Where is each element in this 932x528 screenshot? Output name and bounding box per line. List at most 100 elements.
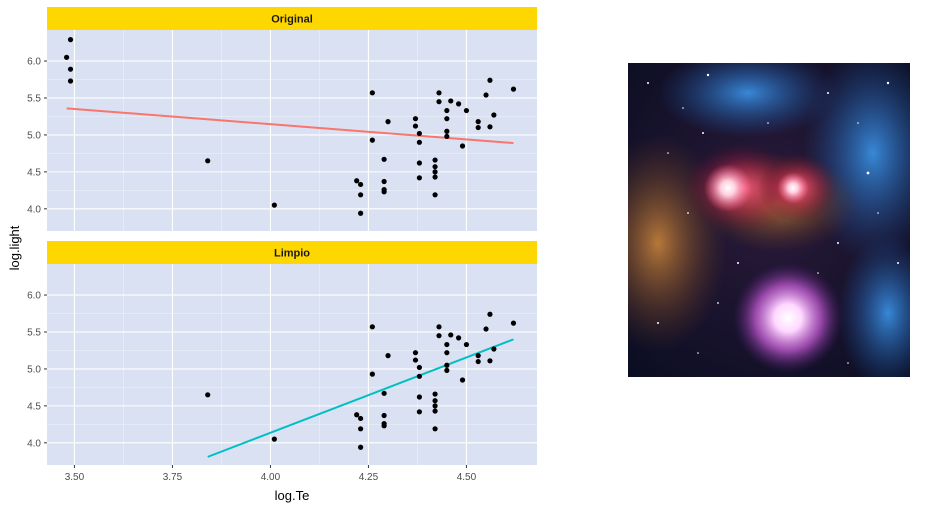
data-point [358, 210, 364, 216]
data-point [510, 320, 517, 326]
y-tick-label: 4.5 [27, 167, 41, 178]
data-point [510, 86, 517, 92]
data-point [416, 373, 422, 379]
data-point [432, 391, 438, 397]
data-point [475, 119, 481, 125]
data-point [487, 311, 493, 317]
data-point [432, 192, 438, 198]
data-point [475, 358, 481, 365]
data-point [64, 54, 70, 60]
y-tick-label: 6.0 [27, 57, 41, 68]
data-point [358, 181, 364, 188]
data-point [381, 423, 387, 429]
y-tick-label: 4.5 [27, 401, 41, 412]
data-point [487, 124, 493, 130]
data-point [369, 324, 375, 330]
data-point [448, 98, 454, 104]
panel-background [47, 30, 537, 231]
data-point [444, 107, 450, 114]
data-point [369, 371, 375, 377]
data-point [432, 157, 438, 163]
data-point [381, 189, 387, 195]
data-point [358, 192, 364, 198]
y-tick-label: 5.0 [27, 130, 41, 141]
data-point [416, 175, 422, 181]
data-point [381, 156, 387, 162]
data-point [436, 99, 442, 105]
data-point [459, 377, 466, 383]
data-point [369, 90, 375, 96]
panel-original: Original 4.0 4.5 5.0 5.5 6.0 [27, 7, 537, 231]
data-point [444, 116, 450, 122]
data-point [432, 403, 438, 409]
data-point [416, 409, 422, 415]
data-point [444, 128, 450, 134]
data-point [444, 367, 450, 374]
data-point [463, 341, 470, 348]
data-point [358, 444, 364, 450]
data-point [416, 394, 422, 400]
y-tick-label: 5.5 [27, 93, 41, 104]
data-point [475, 124, 481, 131]
x-tick-label: 3.50 [65, 472, 85, 483]
panel-background [47, 264, 537, 465]
data-point [491, 112, 497, 118]
data-point [444, 341, 450, 348]
y-tick-label: 4.0 [27, 204, 41, 215]
data-point [432, 398, 438, 404]
x-axis: 3.50 3.75 4.00 4.25 4.50 [65, 465, 477, 483]
strip-background [47, 7, 537, 30]
data-point [416, 160, 422, 166]
strip-label: Original [271, 14, 313, 26]
data-point [463, 107, 470, 114]
data-point [444, 350, 450, 356]
data-point [381, 390, 387, 396]
data-point [271, 202, 277, 208]
data-point [444, 133, 450, 140]
data-point [354, 178, 360, 184]
x-tick-label: 4.25 [359, 472, 379, 483]
data-point [354, 412, 360, 418]
fit-line [66, 107, 514, 145]
data-point [436, 333, 442, 339]
data-point [491, 346, 497, 352]
data-point [381, 412, 387, 419]
data-point [456, 335, 462, 341]
strip-background [47, 241, 537, 264]
panel-limpio: Limpio 4.0 4.5 5.0 5.5 6.0 [27, 241, 537, 465]
data-point [483, 326, 489, 332]
x-axis-title: log.Te [275, 488, 310, 503]
data-point [487, 77, 493, 83]
x-tick-label: 4.00 [261, 472, 281, 483]
fit-line [207, 338, 514, 458]
data-point [432, 164, 438, 170]
data-point [67, 78, 74, 84]
data-point [358, 426, 364, 432]
y-tick-label: 5.0 [27, 364, 41, 375]
data-point [432, 169, 438, 175]
data-point [205, 392, 211, 398]
data-point [67, 37, 74, 43]
data-point [385, 119, 391, 125]
y-tick-label: 6.0 [27, 291, 41, 302]
data-point [381, 178, 387, 185]
data-point [444, 362, 450, 368]
data-point [67, 66, 74, 72]
data-point [432, 408, 438, 414]
data-point [412, 123, 419, 129]
data-point [475, 353, 481, 359]
data-point [271, 436, 277, 442]
data-point [416, 130, 422, 137]
data-point [436, 90, 442, 96]
y-tick-label: 4.0 [27, 438, 41, 449]
data-point [459, 143, 466, 149]
data-point [369, 137, 375, 143]
strip-label: Limpio [274, 248, 310, 260]
data-point [436, 324, 442, 330]
data-point [416, 364, 422, 371]
y-axis-title: log.light [7, 225, 22, 270]
data-point [416, 139, 422, 145]
data-point [412, 350, 419, 356]
x-tick-label: 4.50 [457, 472, 477, 483]
